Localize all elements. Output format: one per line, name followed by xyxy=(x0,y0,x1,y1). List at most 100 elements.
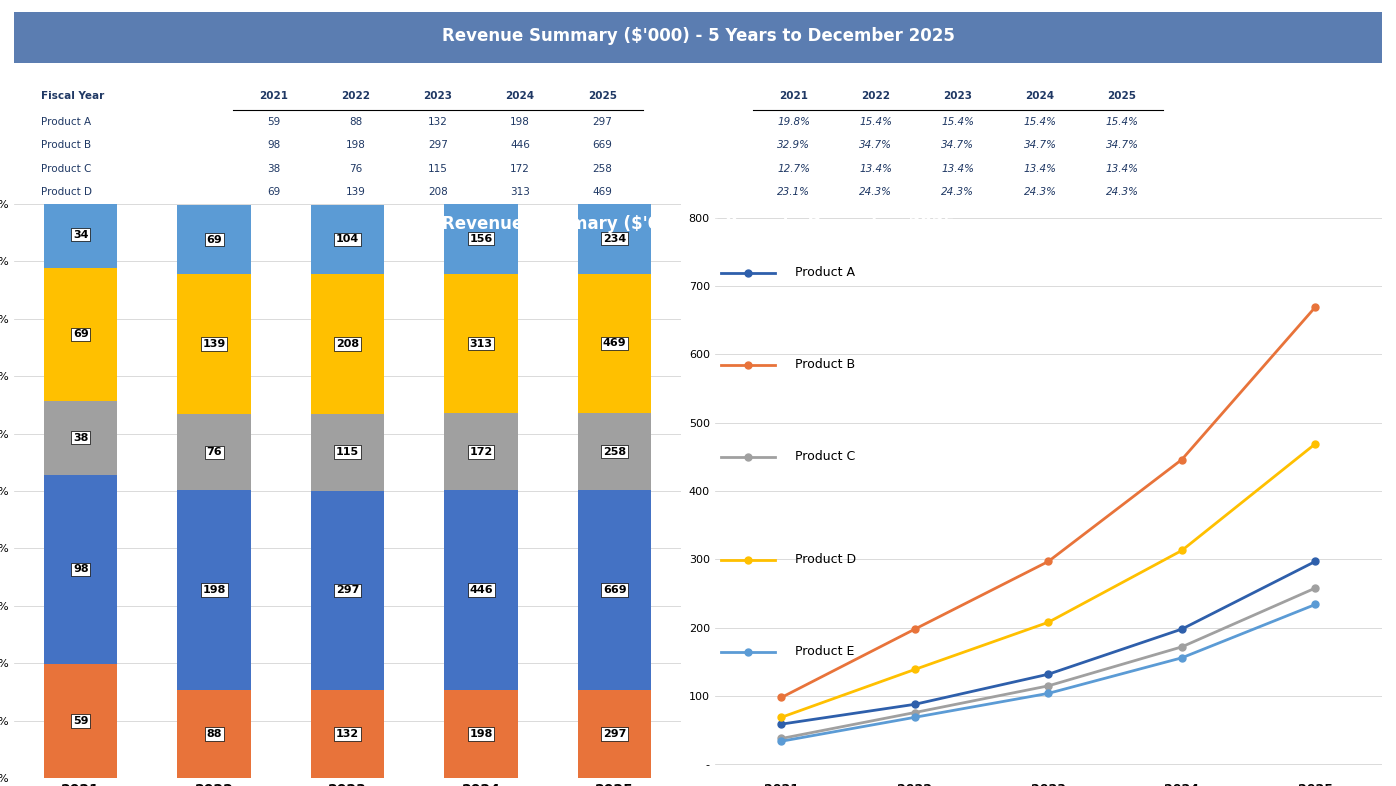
Text: Product A: Product A xyxy=(42,116,92,127)
Text: 313: 313 xyxy=(510,187,530,197)
Text: Fiscal Year: Fiscal Year xyxy=(42,91,105,101)
Bar xyxy=(311,204,384,274)
Text: 24.3%: 24.3% xyxy=(860,187,892,197)
Bar xyxy=(444,689,518,778)
Text: 69: 69 xyxy=(267,187,281,197)
Text: 98: 98 xyxy=(73,564,88,575)
Text: 446: 446 xyxy=(510,140,530,150)
Text: 24.3%: 24.3% xyxy=(1023,187,1057,197)
Text: Product E: Product E xyxy=(794,645,854,659)
Bar xyxy=(444,413,518,490)
Text: 88: 88 xyxy=(349,116,363,127)
Bar xyxy=(444,274,518,413)
Text: 669: 669 xyxy=(592,140,613,150)
Text: 59: 59 xyxy=(267,116,281,127)
Text: 208: 208 xyxy=(429,187,448,197)
Bar xyxy=(177,689,251,778)
Text: 13.4%: 13.4% xyxy=(1106,163,1139,174)
Text: 24.3%: 24.3% xyxy=(941,187,974,197)
Text: 198: 198 xyxy=(202,585,226,595)
Text: 1,285: 1,285 xyxy=(504,238,536,248)
Bar xyxy=(311,689,384,778)
Text: 297: 297 xyxy=(603,729,627,739)
Text: 98: 98 xyxy=(267,140,281,150)
Text: 24.3%: 24.3% xyxy=(1106,187,1139,197)
Text: 669: 669 xyxy=(603,585,627,595)
Text: 469: 469 xyxy=(603,339,627,348)
Text: Product B: Product B xyxy=(794,358,854,371)
Text: 13.4%: 13.4% xyxy=(941,163,974,174)
Text: Total Revenue: Total Revenue xyxy=(42,238,124,248)
Text: 13.4%: 13.4% xyxy=(860,163,892,174)
Text: 132: 132 xyxy=(429,116,448,127)
Bar xyxy=(45,401,117,475)
Text: 100.0%: 100.0% xyxy=(854,238,898,248)
Bar xyxy=(45,664,117,778)
Text: 12.1%: 12.1% xyxy=(860,211,892,221)
Text: 857: 857 xyxy=(427,238,450,248)
Text: 12.1%: 12.1% xyxy=(941,211,974,221)
Text: 100.0%: 100.0% xyxy=(937,238,980,248)
Bar xyxy=(177,205,251,274)
Text: 34.7%: 34.7% xyxy=(1023,140,1057,150)
Text: 1,927: 1,927 xyxy=(586,238,618,248)
Text: 38: 38 xyxy=(73,433,88,443)
Text: 198: 198 xyxy=(510,116,530,127)
Text: 2023: 2023 xyxy=(944,91,973,101)
Text: 297: 297 xyxy=(429,140,448,150)
Bar xyxy=(578,204,652,274)
Text: 115: 115 xyxy=(336,447,359,457)
Bar xyxy=(177,490,251,689)
Text: 313: 313 xyxy=(469,339,493,348)
Text: Product C: Product C xyxy=(42,163,92,174)
Text: Product D: Product D xyxy=(794,553,856,567)
Text: 100.0%: 100.0% xyxy=(1018,238,1062,248)
Text: 34.7%: 34.7% xyxy=(860,140,892,150)
Text: 34: 34 xyxy=(267,211,281,221)
Text: 12.7%: 12.7% xyxy=(778,163,810,174)
Bar xyxy=(45,268,117,401)
Text: 115: 115 xyxy=(429,163,448,174)
Text: 59: 59 xyxy=(73,716,88,726)
Bar xyxy=(578,689,652,778)
Text: 104: 104 xyxy=(336,234,359,244)
Text: 88: 88 xyxy=(207,729,222,739)
Text: Product E: Product E xyxy=(42,211,91,221)
Text: Product B: Product B xyxy=(42,140,92,150)
Text: 172: 172 xyxy=(510,163,530,174)
Text: 2022: 2022 xyxy=(342,91,370,101)
Text: 15.4%: 15.4% xyxy=(1106,116,1139,127)
Bar xyxy=(578,490,652,689)
Text: 13.4%: 13.4% xyxy=(1023,163,1057,174)
Bar xyxy=(311,490,384,689)
FancyBboxPatch shape xyxy=(14,12,1382,63)
Text: 208: 208 xyxy=(336,339,359,349)
Text: 2025: 2025 xyxy=(1107,91,1136,101)
Text: 2025: 2025 xyxy=(588,91,617,101)
Text: 156: 156 xyxy=(469,233,493,244)
Text: 234: 234 xyxy=(603,233,627,244)
Text: 2024: 2024 xyxy=(505,91,535,101)
Text: 38: 38 xyxy=(267,163,281,174)
Text: 76: 76 xyxy=(349,163,363,174)
Text: 100.0%: 100.0% xyxy=(772,238,815,248)
Text: 234: 234 xyxy=(592,211,613,221)
Text: 34.7%: 34.7% xyxy=(1106,140,1139,150)
Text: Product A: Product A xyxy=(794,266,854,279)
Text: 2021: 2021 xyxy=(260,91,289,101)
Text: 132: 132 xyxy=(336,729,359,739)
Text: 156: 156 xyxy=(510,211,530,221)
Bar xyxy=(311,274,384,413)
Text: 297: 297 xyxy=(592,116,613,127)
Bar xyxy=(177,414,251,490)
Text: 12.1%: 12.1% xyxy=(1023,211,1057,221)
Text: 11.5%: 11.5% xyxy=(778,211,810,221)
Text: 34: 34 xyxy=(73,230,88,240)
Text: 2021: 2021 xyxy=(779,91,808,101)
Bar xyxy=(45,475,117,664)
Text: Revenue Summary ($'000) - 5 Years to December 2025: Revenue Summary ($'000) - 5 Years to Dec… xyxy=(441,215,955,233)
Bar xyxy=(45,202,117,268)
Text: 469: 469 xyxy=(592,187,613,197)
Text: 446: 446 xyxy=(469,585,493,595)
Text: 15.4%: 15.4% xyxy=(941,116,974,127)
